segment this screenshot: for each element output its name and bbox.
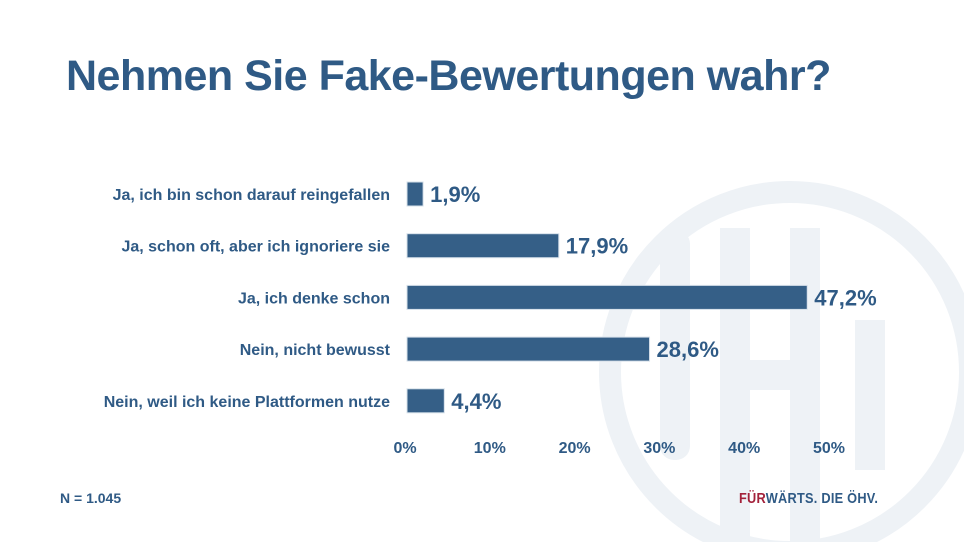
data-label: 47,2% — [814, 285, 876, 310]
brand-slogan: FÜRWÄRTS. DIE ÖHV. — [739, 490, 878, 507]
category-label: Nein, nicht bewusst — [240, 342, 391, 359]
category-label: Nein, weil ich keine Plattformen nutze — [104, 394, 390, 411]
bar — [406, 284, 808, 310]
data-label: 1,9% — [430, 182, 480, 207]
category-label: Ja, ich denke schon — [238, 290, 390, 307]
x-tick-label: 30% — [643, 440, 675, 457]
data-label: 4,4% — [451, 389, 501, 414]
data-label: 28,6% — [657, 337, 719, 362]
bar — [406, 181, 424, 207]
bar — [406, 336, 651, 362]
data-label: 17,9% — [566, 234, 628, 259]
category-label: Ja, ich bin schon darauf reingefallen — [113, 187, 390, 204]
category-label: Ja, schon oft, aber ich ignoriere sie — [121, 239, 390, 256]
x-tick-label: 50% — [813, 440, 845, 457]
brand-slogan-accent: FÜR — [739, 490, 766, 507]
bar — [406, 233, 560, 259]
x-tick-label: 10% — [474, 440, 506, 457]
bar — [406, 388, 445, 414]
page-title: Nehmen Sie Fake-Bewertungen wahr? — [66, 52, 831, 100]
x-tick-label: 0% — [393, 440, 416, 457]
sample-size-note: N = 1.045 — [60, 490, 122, 506]
brand-slogan-main: WÄRTS. DIE ÖHV. — [765, 490, 879, 507]
x-tick-label: 20% — [559, 440, 591, 457]
x-tick-label: 40% — [728, 440, 760, 457]
